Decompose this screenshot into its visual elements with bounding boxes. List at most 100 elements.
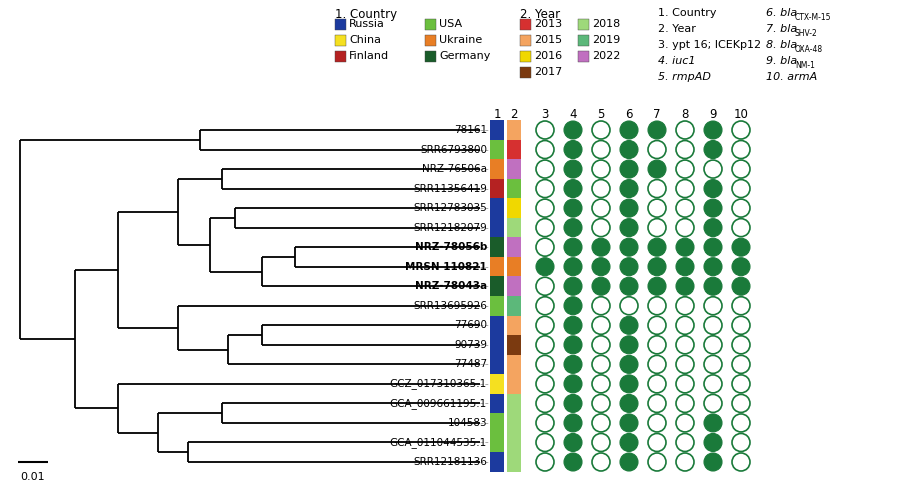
Circle shape [564,414,582,432]
Text: NRZ-78043a: NRZ-78043a [415,281,487,291]
Bar [335,18,346,30]
Circle shape [732,160,750,178]
Circle shape [564,297,582,315]
Text: 2022: 2022 [592,51,620,61]
Bar [490,120,504,140]
Circle shape [620,434,638,452]
Circle shape [620,394,638,412]
Bar [490,140,504,159]
Text: 10. armA: 10. armA [766,72,817,82]
Circle shape [536,121,554,139]
Text: 9: 9 [709,107,716,121]
Circle shape [620,121,638,139]
Circle shape [732,121,750,139]
Bar [507,238,521,257]
Circle shape [592,355,610,373]
Text: 3: 3 [541,107,549,121]
Bar [490,276,504,296]
Text: Finland: Finland [349,51,389,61]
Bar [507,296,521,316]
Text: 2013: 2013 [534,19,562,29]
Bar [490,218,504,238]
Circle shape [564,277,582,295]
Circle shape [704,317,722,334]
Circle shape [648,297,666,315]
Circle shape [732,414,750,432]
Circle shape [564,375,582,393]
Text: SRR12181136: SRR12181136 [413,457,487,467]
Bar [507,159,521,179]
Circle shape [732,277,750,295]
Circle shape [620,336,638,354]
Text: Ukraine: Ukraine [439,35,482,45]
Circle shape [564,180,582,197]
Bar [507,335,521,355]
Circle shape [564,336,582,354]
Circle shape [676,336,694,354]
Circle shape [732,453,750,471]
Circle shape [592,375,610,393]
Circle shape [648,160,666,178]
Bar [490,335,504,355]
Bar [490,316,504,335]
Text: 7. bla: 7. bla [766,24,797,34]
Circle shape [704,355,722,373]
Circle shape [704,375,722,393]
Circle shape [620,140,638,159]
Text: 8. bla: 8. bla [766,40,797,50]
Text: 0.01: 0.01 [21,472,45,482]
Text: 78161: 78161 [454,125,487,135]
Text: 4. iuc1: 4. iuc1 [658,56,696,66]
Circle shape [704,453,722,471]
Circle shape [676,219,694,237]
Circle shape [564,160,582,178]
Circle shape [676,160,694,178]
Text: 8: 8 [681,107,688,121]
Circle shape [676,317,694,334]
Text: 2: 2 [510,107,518,121]
Text: NRZ-76506a: NRZ-76506a [422,164,487,174]
Circle shape [732,219,750,237]
Bar [507,218,521,238]
Text: GCA_011044535.1: GCA_011044535.1 [390,437,487,448]
Text: 1. Country: 1. Country [335,8,397,21]
Bar [490,296,504,316]
Circle shape [620,375,638,393]
Circle shape [704,297,722,315]
Text: 2. Year: 2. Year [658,24,696,34]
Circle shape [732,297,750,315]
Circle shape [648,414,666,432]
Text: MRSN 110821: MRSN 110821 [405,262,487,272]
Text: OXA-48: OXA-48 [795,45,823,54]
Text: GCZ_017310365.1: GCZ_017310365.1 [390,378,487,389]
Bar [507,433,521,452]
Bar [490,355,504,374]
Circle shape [732,257,750,276]
Circle shape [676,180,694,197]
Circle shape [676,199,694,217]
Bar [520,50,531,61]
Bar [578,50,589,61]
Bar [425,34,436,45]
Text: 4: 4 [569,107,577,121]
Bar [490,433,504,452]
Circle shape [620,160,638,178]
Circle shape [564,199,582,217]
Circle shape [564,219,582,237]
Bar [490,393,504,413]
Circle shape [620,453,638,471]
Circle shape [592,238,610,256]
Circle shape [564,453,582,471]
Circle shape [648,375,666,393]
Circle shape [620,219,638,237]
Text: 1. Country: 1. Country [658,8,716,18]
Bar [507,452,521,472]
Circle shape [676,257,694,276]
Circle shape [620,257,638,276]
Circle shape [704,121,722,139]
Circle shape [592,140,610,159]
Circle shape [592,336,610,354]
Bar [425,18,436,30]
Circle shape [676,238,694,256]
Circle shape [620,355,638,373]
